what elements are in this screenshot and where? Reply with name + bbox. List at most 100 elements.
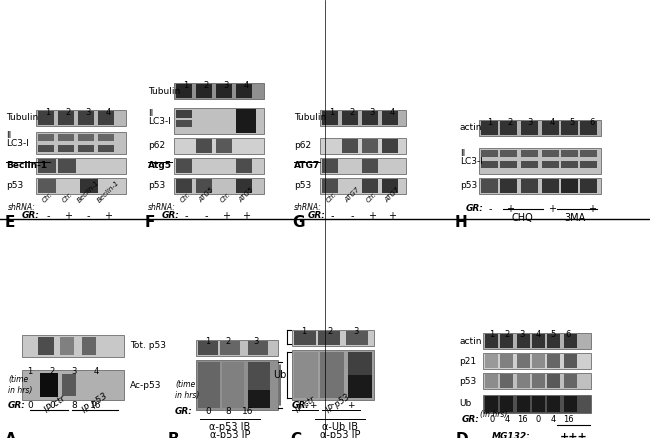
Text: Tubulin: Tubulin [6,113,38,123]
Bar [485,396,498,412]
Bar [479,120,601,136]
Text: 4: 4 [536,330,541,339]
Bar [62,374,76,396]
Bar [500,334,513,348]
Text: α-p53 IP: α-p53 IP [320,430,360,438]
Bar [382,179,398,193]
Bar [196,179,212,193]
Bar [362,179,378,193]
Text: 4: 4 [105,108,110,117]
Bar [481,121,498,135]
Text: (time
in hrs): (time in hrs) [175,380,200,400]
Bar [38,337,54,355]
Bar [362,139,378,153]
Bar [485,354,498,368]
Text: +: + [548,204,556,214]
Text: p53: p53 [460,181,477,191]
Text: E: E [5,215,16,230]
Text: (time
in hrs): (time in hrs) [8,375,32,395]
Bar [236,159,252,173]
Text: Ctr.: Ctr. [42,191,55,204]
Text: 16: 16 [242,407,254,417]
Text: -: - [488,204,492,214]
Text: -: - [528,204,532,214]
Bar [98,145,114,152]
Text: 5: 5 [551,330,556,339]
Bar [176,120,192,127]
Text: II: II [148,109,153,117]
Text: p62: p62 [294,141,311,151]
Text: p21: p21 [459,357,476,365]
Text: G: G [292,215,304,230]
Bar [500,396,513,412]
Bar [342,139,358,153]
Text: -: - [184,211,188,221]
Text: GR:: GR: [162,211,180,220]
Text: 1: 1 [205,337,211,346]
Bar [320,138,406,154]
Text: p53: p53 [6,181,23,191]
Bar [38,145,54,152]
Bar [322,159,338,173]
Text: 3: 3 [369,108,374,117]
Text: IP ctr: IP ctr [43,394,67,415]
Bar [382,111,398,125]
Bar [294,352,318,398]
Bar [236,109,256,133]
Text: 2: 2 [66,108,71,117]
Bar [196,360,278,410]
Text: 1: 1 [489,330,495,339]
Bar [320,178,406,194]
Text: α-Ub IB: α-Ub IB [322,422,358,432]
Bar [196,84,212,98]
Text: 3: 3 [519,330,525,339]
Bar [542,161,559,168]
Bar [36,158,126,174]
Bar [521,161,538,168]
Text: 2: 2 [504,330,510,339]
Text: α-p53 IB: α-p53 IB [209,422,251,432]
Bar [348,375,372,398]
Bar [348,352,372,398]
Text: Beclin-1: Beclin-1 [96,180,120,204]
Bar [517,374,530,388]
Text: F: F [145,215,155,230]
Bar [236,179,252,193]
Text: Tubulin: Tubulin [294,113,326,123]
Bar [176,110,192,118]
Text: LC3-I: LC3-I [6,139,29,148]
Bar [483,353,591,369]
Text: shRNA:: shRNA: [8,203,36,212]
Text: +: + [368,211,376,221]
Bar [174,83,264,99]
Text: 4: 4 [551,416,556,424]
Bar [500,374,513,388]
Text: LC3-I: LC3-I [148,117,171,126]
Bar [481,161,498,168]
Text: GR:: GR: [308,211,326,220]
Text: Ctr.: Ctr. [365,191,378,204]
Text: 1: 1 [46,108,51,117]
Text: 4: 4 [504,416,510,424]
Bar [483,373,591,389]
Text: 3: 3 [527,118,533,127]
Bar [532,354,545,368]
Text: α-p53 IP: α-p53 IP [210,430,250,438]
Bar [38,111,54,125]
Bar [36,110,126,126]
Bar [521,150,538,157]
Text: 0: 0 [536,416,541,424]
Text: 2: 2 [226,337,231,346]
Text: 1: 1 [330,108,335,117]
Text: 1: 1 [27,367,32,376]
Text: LC3-I: LC3-I [460,158,483,166]
Bar [547,354,560,368]
Bar [521,179,538,193]
Bar [198,362,220,408]
Bar [542,179,559,193]
Text: II: II [6,131,11,141]
Bar [248,362,270,408]
Text: -: - [330,211,333,221]
Text: 4: 4 [389,108,395,117]
Text: Atg5: Atg5 [148,162,172,170]
